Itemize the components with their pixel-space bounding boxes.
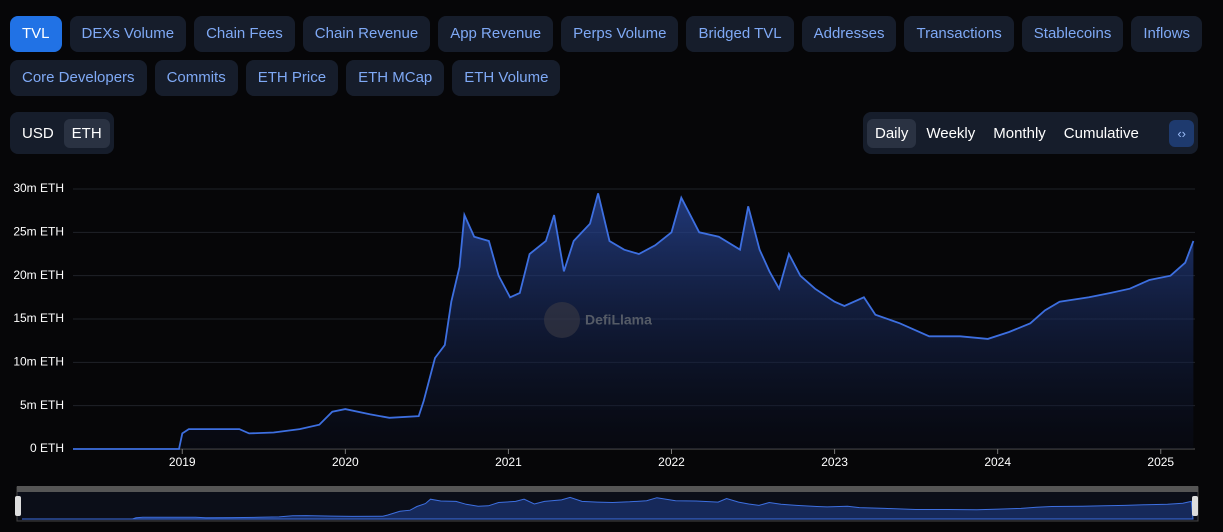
tab[interactable]: TVL [10, 16, 62, 52]
tab[interactable]: Chain Fees [194, 16, 295, 52]
currency-option[interactable]: USD [22, 124, 54, 142]
tab[interactable]: DEXs Volume [69, 16, 187, 52]
y-tick-label: 5m ETH [20, 398, 64, 412]
period-option[interactable]: Cumulative [1063, 124, 1139, 142]
period-toggle: Daily Weekly Monthly Cumulative ‹› [863, 112, 1198, 154]
y-tick-label: 15m ETH [13, 311, 64, 325]
tab[interactable]: Core Developers [10, 60, 147, 96]
tab[interactable]: Commits [154, 60, 238, 96]
watermark-logo [544, 302, 580, 338]
x-tick-label: 2024 [984, 455, 1011, 469]
y-tick-label: 0 ETH [30, 441, 64, 455]
navigator-handle-bar[interactable] [17, 486, 1198, 492]
tab[interactable]: Bridged TVL [686, 16, 794, 52]
y-tick-label: 25m ETH [13, 225, 64, 239]
tab[interactable]: Stablecoins [1021, 16, 1124, 52]
period-option[interactable]: Daily [867, 118, 917, 148]
tab[interactable]: Addresses [801, 16, 897, 52]
tab[interactable]: App Revenue [438, 16, 554, 52]
x-tick-label: 2023 [821, 455, 848, 469]
area [73, 193, 1194, 449]
embed-button[interactable]: ‹› [1169, 119, 1194, 147]
tab[interactable]: ETH Price [245, 60, 339, 96]
tab[interactable]: Transactions [904, 16, 1014, 52]
period-option[interactable]: Monthly [993, 124, 1046, 142]
watermark: DefiLlama [585, 312, 652, 328]
tab[interactable]: Chain Revenue [302, 16, 431, 52]
tab[interactable]: Perps Volume [561, 16, 679, 52]
x-tick-label: 2020 [332, 455, 359, 469]
x-tick-label: 2025 [1147, 455, 1174, 469]
period-option[interactable]: Weekly [926, 124, 976, 142]
currency-option[interactable]: ETH [63, 118, 110, 148]
line [73, 193, 1195, 450]
tab[interactable]: ETH Volume [452, 60, 561, 96]
tab[interactable]: ETH MCap [346, 60, 445, 96]
x-tick-label: 2022 [658, 455, 685, 469]
x-tick-label: 2021 [495, 455, 522, 469]
currency-toggle: USD ETH [10, 112, 114, 154]
tab-bar: TVL DEXs Volume Chain Fees Chain Revenue App… [10, 16, 1210, 96]
y-tick-label: 30m ETH [13, 181, 64, 195]
y-tick-label: 20m ETH [13, 268, 64, 282]
navigator-handle[interactable] [15, 496, 21, 516]
tab[interactable]: Inflows [1131, 16, 1203, 52]
x-tick-label: 2019 [169, 455, 196, 469]
navigator-handle[interactable] [1192, 496, 1198, 516]
y-tick-label: 10m ETH [13, 355, 64, 369]
navigator-line [22, 496, 1194, 520]
